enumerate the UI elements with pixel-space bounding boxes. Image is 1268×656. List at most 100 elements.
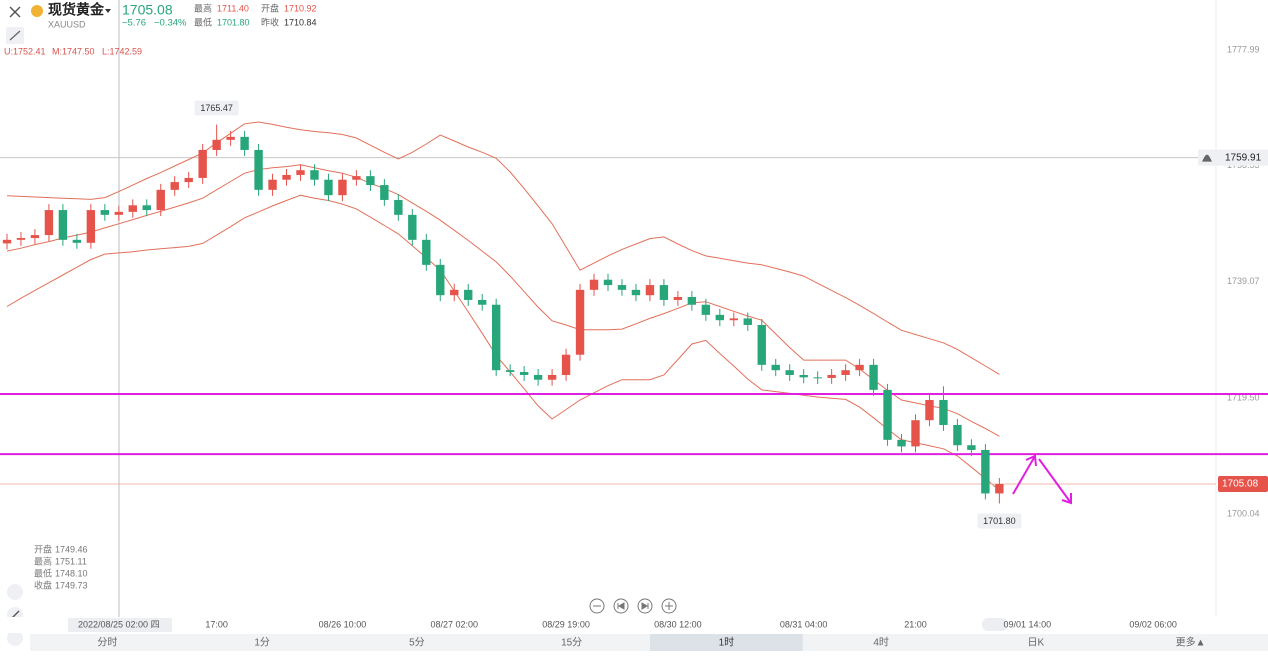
candle-body [240,136,249,150]
candle-body [100,210,110,215]
candle-body [72,239,82,243]
y-tick-label: 1739.07 [1227,276,1260,286]
x-tick-label: 17:00 [205,619,228,629]
tab-label[interactable]: 更多▲ [1176,636,1206,649]
candle-body [645,285,655,296]
candle-body [198,149,207,178]
tab[interactable]: 1分 [254,637,270,649]
tab-label[interactable]: 5分 [409,637,425,649]
tab[interactable]: 5分 [409,637,425,649]
tab[interactable]: 分时 [97,637,117,649]
change: −5.76 [122,18,146,29]
candle-body [701,304,711,315]
candle-body [450,289,459,296]
candle-body [673,296,683,300]
x-tick-label: 2022/08/25 02:00 四 [78,619,160,629]
tab[interactable]: 1时 [650,634,803,651]
crosshair-label-bg [68,618,172,632]
stat-value: 1710.92 [284,3,317,13]
candle-body [575,289,585,355]
band-lower [6,194,1000,491]
info-label: 最高 [34,555,52,566]
info-value: 1749.73 [55,580,88,590]
close-button[interactable] [9,6,21,18]
tab-label[interactable]: 分时 [97,637,117,649]
info-value: 1751.11 [55,556,87,566]
more-pill[interactable] [982,618,1008,631]
info-box: 开盘 1749.46 最高 1751.11 最低 1748.10 收盘 1749… [34,543,88,590]
candle-body [254,149,263,190]
dropdown-icon[interactable] [105,9,111,13]
candle-body [30,235,40,239]
x-tick-label: 09/02 06:00 [1129,619,1177,629]
arrow-down [1038,458,1072,505]
tab[interactable]: 4时 [873,637,889,649]
candle-body [869,364,878,390]
candle-body [505,370,515,372]
alert-tag-bg [1198,149,1268,166]
candle-body [170,182,179,190]
candle-body [408,214,417,240]
change-pct: −0.34% [154,18,187,29]
tab[interactable]: 更多▲ [1176,636,1206,649]
candle-body [547,374,557,380]
x-tick-label: 09/01 14:00 [1004,619,1052,629]
tab-label[interactable]: 4时 [873,637,889,649]
nav-icon [641,602,649,610]
annotation: 1701.80 [983,516,1016,526]
candle-body [939,399,948,425]
symbol-name[interactable]: 现货黄金 [48,2,105,18]
info-label: 收盘 [34,579,52,590]
tabs: 分时 1分 5分 15分 1时 4时 日K 更多▲ [97,634,1206,651]
candle-body [464,289,473,300]
tab-label[interactable]: 日K [1028,638,1045,649]
candle-body [282,174,291,180]
candle-body [841,370,850,375]
candle-body [422,239,431,265]
chart-tool[interactable] [7,630,23,646]
candle-body [911,420,920,447]
candle-body [785,370,794,375]
bell-icon [1202,154,1212,162]
candle-body [128,205,137,212]
tab-label[interactable]: 15分 [561,637,582,649]
candle-body [436,264,445,296]
candle-body [659,285,669,300]
info-label: 最低 [34,567,52,578]
candle-body [995,484,1004,494]
pin-icon [9,30,21,41]
candle-body [184,177,193,183]
candle-body [883,389,892,440]
tab-label[interactable]: 1分 [254,637,270,649]
x-tick-label: 08/27 02:00 [430,619,478,629]
tab[interactable]: 15分 [561,637,582,649]
tab-label[interactable]: 1时 [719,637,735,649]
stat-value: 1701.80 [217,17,250,27]
header: 现货黄金 XAUUSD 1705.08 −5.76 −0.34% 最高 1711… [4,2,317,57]
candle-body [114,211,123,215]
candle-body [268,179,277,190]
candle-body [338,179,347,196]
tab-bar [30,634,1268,651]
candle-body [226,136,235,140]
candle-body [491,304,501,371]
candle-body [827,374,836,378]
time-axis [0,617,1268,633]
candle-body [757,324,766,365]
y-tick-label: 1700.04 [1227,508,1260,518]
candle-body [967,445,976,450]
stat-label: 最低 [194,16,212,27]
y-tick-label: 1719.50 [1227,393,1260,403]
indicator-tool[interactable] [7,584,23,600]
indicator-text: L:1742.59 [102,46,142,56]
candle-body [156,189,165,211]
tab[interactable]: 日K [1028,638,1045,649]
candle-body [366,176,375,186]
price-tag: 1705.08 [1222,479,1259,490]
candle-body [2,239,12,244]
candle-body [310,170,319,180]
nav-icon [617,602,625,610]
candle-body [813,377,822,379]
indicator-text: U:1752.41 [4,46,46,56]
